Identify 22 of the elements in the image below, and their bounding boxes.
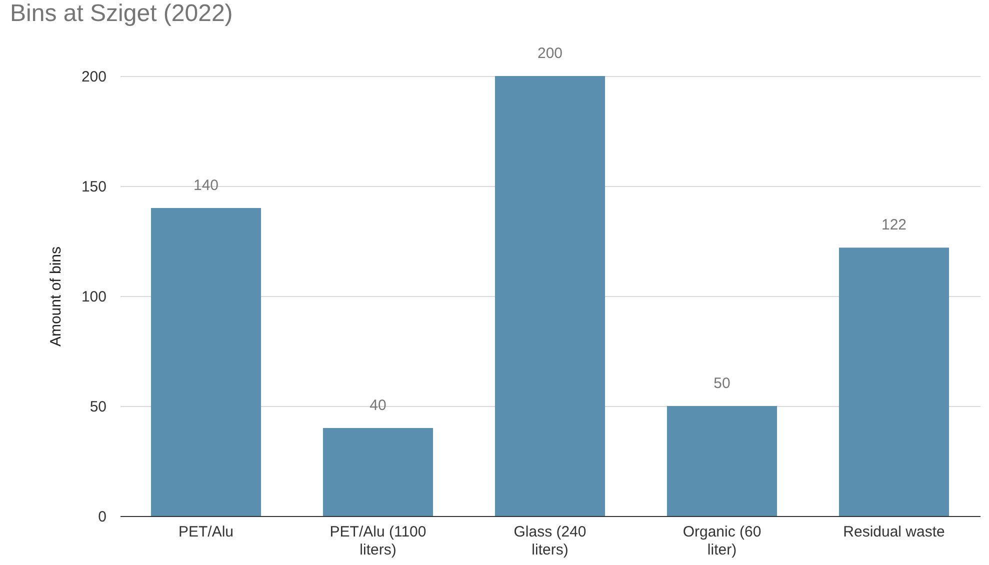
y-tick-label: 200 <box>81 68 106 86</box>
x-tick-label: Glass (240 liters) <box>514 524 586 558</box>
bar <box>494 76 606 516</box>
data-label: 50 <box>714 375 730 392</box>
data-label: 200 <box>537 45 563 62</box>
y-axis-title: Amount of bins <box>47 246 64 347</box>
y-tick-label: 50 <box>90 398 106 416</box>
data-label: 40 <box>370 397 386 414</box>
data-label: 122 <box>881 216 907 234</box>
y-tick-label: 100 <box>81 288 106 306</box>
bar <box>666 406 778 516</box>
x-tick-label: PET/Alu <box>178 524 234 540</box>
y-tick-label: 150 <box>81 178 106 196</box>
bar <box>322 428 434 516</box>
x-tick-label: PET/Alu (1100 liters) <box>330 524 426 558</box>
data-label: 140 <box>193 177 219 194</box>
y-tick-label: 0 <box>98 508 106 526</box>
x-tick-label: Organic (60 liter) <box>682 524 762 558</box>
x-tick-label: Residual waste <box>843 524 945 540</box>
bar <box>150 208 262 516</box>
chart-title: Bins at Sziget (2022) <box>10 0 233 27</box>
bar <box>838 248 950 516</box>
